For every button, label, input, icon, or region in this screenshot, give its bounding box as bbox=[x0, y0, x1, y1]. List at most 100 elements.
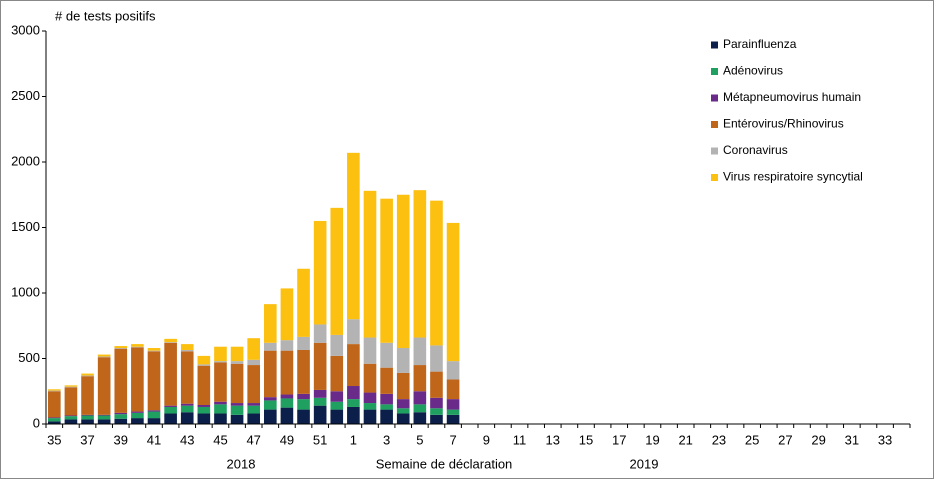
bar-segment bbox=[197, 355, 211, 365]
bar-segment bbox=[297, 399, 310, 410]
bar-segment bbox=[47, 389, 61, 391]
bar-segment bbox=[363, 363, 377, 393]
bar-segment bbox=[147, 410, 161, 412]
bar-segment bbox=[313, 405, 327, 424]
x-tick-label: 7 bbox=[449, 432, 456, 447]
bar-segment bbox=[347, 344, 360, 387]
legend-swatch bbox=[711, 174, 718, 181]
bar-segment bbox=[396, 408, 410, 414]
bar-segment bbox=[396, 194, 410, 349]
x-tick-label: 25 bbox=[745, 432, 759, 447]
bar-segment bbox=[114, 348, 128, 413]
bar-segment bbox=[164, 342, 177, 343]
bar-segment bbox=[330, 409, 344, 424]
bar-segment bbox=[214, 361, 227, 363]
bar-segment bbox=[280, 350, 294, 395]
y-tick-label: 2000 bbox=[11, 153, 40, 168]
legend-label: Parainfluenza bbox=[723, 37, 797, 51]
bar-segment bbox=[247, 403, 261, 406]
bar-segment bbox=[396, 413, 410, 424]
bar-segment bbox=[430, 397, 443, 409]
bar-segment bbox=[446, 399, 460, 410]
x-tick-label: 43 bbox=[180, 432, 194, 447]
x-tick-label: 19 bbox=[645, 432, 659, 447]
bar-segment bbox=[297, 393, 310, 400]
x-tick-label: 49 bbox=[280, 432, 294, 447]
y-tick-label: 3000 bbox=[11, 22, 40, 37]
bar-segment bbox=[64, 415, 78, 417]
bar-segment bbox=[380, 393, 393, 405]
bar-segment bbox=[164, 342, 177, 406]
bar-segment bbox=[180, 405, 194, 413]
bar-segment bbox=[413, 337, 427, 366]
bar-segment bbox=[147, 411, 161, 419]
bar-segment bbox=[247, 405, 261, 414]
bar-segment bbox=[446, 409, 460, 415]
bar-segment bbox=[197, 364, 211, 366]
bar-segment bbox=[280, 398, 294, 408]
bar-segment bbox=[430, 414, 443, 424]
bar-segment bbox=[396, 399, 410, 409]
y-tick-label: 2500 bbox=[11, 88, 40, 103]
bar-segment bbox=[230, 361, 244, 364]
bar-segment bbox=[330, 355, 344, 392]
x-tick-label: 5 bbox=[416, 432, 423, 447]
y-tick-label: 0 bbox=[33, 415, 40, 430]
bar-segment bbox=[297, 409, 310, 424]
bar-segment bbox=[263, 342, 277, 351]
bar-segment bbox=[347, 406, 360, 424]
legend-swatch bbox=[711, 94, 718, 102]
bar-segment bbox=[180, 351, 194, 404]
bar-segment bbox=[413, 190, 427, 338]
bar-segment bbox=[263, 409, 277, 424]
bar-segment bbox=[131, 411, 144, 413]
x-tick-label: 33 bbox=[878, 432, 892, 447]
bar-segment bbox=[147, 351, 161, 411]
bar-segment bbox=[446, 379, 460, 400]
bar-segment bbox=[263, 350, 277, 398]
bar-segment bbox=[114, 412, 128, 415]
bar-segment bbox=[214, 362, 227, 402]
bar-segment bbox=[214, 404, 227, 414]
bar-segment bbox=[47, 391, 61, 418]
bar-segment bbox=[97, 414, 111, 416]
legend-label: Virus respiratoire syncytial bbox=[723, 170, 863, 184]
x-tick-label: 13 bbox=[546, 432, 560, 447]
x-tick-label: 21 bbox=[678, 432, 692, 447]
bar-segment bbox=[380, 409, 393, 424]
legend-label: Coronavirus bbox=[723, 143, 788, 157]
bar-segment bbox=[330, 334, 344, 356]
bar-segment bbox=[313, 389, 327, 398]
bar-segment bbox=[313, 324, 327, 343]
bar-segment bbox=[380, 404, 393, 410]
bar-segment bbox=[180, 403, 194, 406]
bar-segment bbox=[97, 419, 111, 424]
bar-segment bbox=[347, 399, 360, 407]
bar-segment bbox=[180, 349, 194, 352]
x-tick-label: 47 bbox=[246, 432, 260, 447]
y-axis-label: # de tests positifs bbox=[55, 8, 156, 23]
legend-label: Entérovirus/Rhinovirus bbox=[723, 117, 844, 131]
legend-swatch bbox=[711, 41, 718, 49]
legend-swatch bbox=[711, 68, 718, 75]
x-tick-label: 27 bbox=[778, 432, 792, 447]
bar-segment bbox=[247, 413, 261, 424]
bar-segment bbox=[47, 421, 61, 424]
bar-segment bbox=[81, 414, 94, 416]
x-tick-label: 1 bbox=[350, 432, 357, 447]
bar-segment bbox=[81, 419, 94, 424]
bar-segment bbox=[330, 401, 344, 410]
x-tick-label: 23 bbox=[712, 432, 726, 447]
bar-segment bbox=[380, 342, 393, 368]
bar-segment bbox=[164, 413, 177, 424]
bar-segment bbox=[247, 338, 261, 360]
x-tick-label: 39 bbox=[114, 432, 128, 447]
bar-segment bbox=[413, 365, 427, 392]
bar-segment bbox=[363, 409, 377, 424]
bar-segment bbox=[347, 319, 360, 345]
bar-segment bbox=[380, 198, 393, 343]
bar-segment bbox=[180, 344, 194, 350]
bar-segment bbox=[230, 405, 244, 415]
bar-segment bbox=[430, 345, 443, 372]
bar-segment bbox=[363, 392, 377, 404]
